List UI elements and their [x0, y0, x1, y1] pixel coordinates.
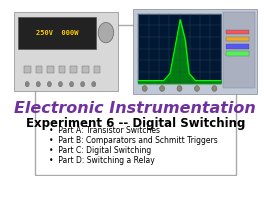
Circle shape — [159, 86, 165, 91]
Bar — [223, 12, 255, 88]
Bar — [59, 66, 65, 73]
Circle shape — [177, 86, 182, 91]
Bar — [94, 66, 100, 73]
Circle shape — [81, 82, 85, 87]
Bar — [47, 66, 54, 73]
Bar — [226, 51, 249, 56]
Text: 250V  000W: 250V 000W — [36, 30, 78, 36]
Circle shape — [98, 22, 114, 43]
Circle shape — [25, 82, 29, 87]
Circle shape — [58, 82, 63, 87]
Bar — [82, 66, 89, 73]
Bar — [138, 14, 221, 83]
Bar — [70, 66, 77, 73]
Text: •  Part B: Comparators and Schmitt Triggers: • Part B: Comparators and Schmitt Trigge… — [49, 136, 218, 145]
Text: •  Part D: Switching a Relay: • Part D: Switching a Relay — [49, 156, 155, 165]
Text: •  Part A: Transistor Switches: • Part A: Transistor Switches — [49, 126, 160, 135]
Circle shape — [69, 82, 74, 87]
Bar — [226, 44, 249, 49]
Circle shape — [92, 82, 96, 87]
Circle shape — [212, 86, 217, 91]
Bar — [35, 66, 42, 73]
Circle shape — [142, 86, 147, 91]
Bar — [226, 30, 249, 34]
Circle shape — [36, 82, 40, 87]
FancyBboxPatch shape — [35, 25, 235, 175]
Text: •  Part C: Digital Switching: • Part C: Digital Switching — [49, 146, 152, 155]
Bar — [18, 17, 96, 49]
Text: Electronic Instrumentation: Electronic Instrumentation — [15, 101, 256, 116]
Circle shape — [194, 86, 200, 91]
Text: Experiment 6 -- Digital Switching: Experiment 6 -- Digital Switching — [26, 117, 245, 130]
Bar — [226, 37, 249, 41]
Bar — [24, 66, 31, 73]
Circle shape — [47, 82, 51, 87]
